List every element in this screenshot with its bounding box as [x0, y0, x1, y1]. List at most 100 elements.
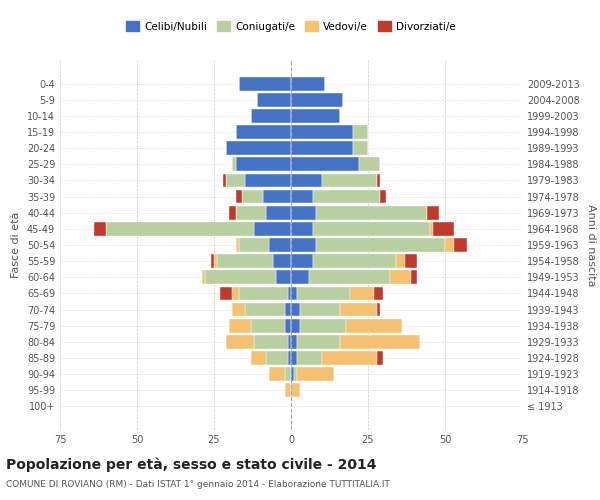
Bar: [297, 351, 322, 365]
Bar: [316, 206, 427, 220]
Bar: [214, 254, 217, 268]
Bar: [254, 335, 288, 348]
Bar: [322, 351, 377, 365]
Bar: [263, 190, 291, 203]
Bar: [377, 351, 383, 365]
Bar: [220, 286, 232, 300]
Bar: [291, 335, 297, 348]
Bar: [94, 222, 106, 235]
Bar: [445, 238, 454, 252]
Bar: [285, 367, 291, 381]
Bar: [288, 351, 291, 365]
Bar: [251, 351, 266, 365]
Bar: [291, 125, 353, 139]
Bar: [236, 125, 291, 139]
Bar: [285, 319, 291, 332]
Bar: [291, 254, 313, 268]
Bar: [291, 222, 313, 235]
Bar: [272, 254, 291, 268]
Bar: [430, 222, 433, 235]
Bar: [310, 270, 389, 284]
Bar: [291, 238, 316, 252]
Bar: [232, 286, 239, 300]
Bar: [266, 206, 291, 220]
Bar: [242, 190, 263, 203]
Bar: [226, 335, 254, 348]
Bar: [350, 286, 374, 300]
Bar: [288, 286, 291, 300]
Bar: [291, 109, 340, 123]
Bar: [313, 190, 380, 203]
Bar: [405, 254, 417, 268]
Bar: [297, 367, 334, 381]
Text: Popolazione per età, sesso e stato civile - 2014: Popolazione per età, sesso e stato civil…: [6, 458, 377, 472]
Bar: [291, 270, 310, 284]
Bar: [294, 367, 297, 381]
Bar: [340, 335, 421, 348]
Y-axis label: Fasce di età: Fasce di età: [11, 212, 21, 278]
Bar: [269, 367, 285, 381]
Legend: Celibi/Nubili, Coniugati/e, Vedovi/e, Divorziati/e: Celibi/Nubili, Coniugati/e, Vedovi/e, Di…: [122, 17, 460, 36]
Bar: [288, 335, 291, 348]
Bar: [316, 238, 445, 252]
Bar: [251, 319, 285, 332]
Bar: [291, 367, 294, 381]
Bar: [285, 302, 291, 316]
Bar: [297, 335, 340, 348]
Bar: [291, 93, 343, 106]
Bar: [396, 254, 405, 268]
Bar: [291, 158, 359, 171]
Bar: [236, 158, 291, 171]
Bar: [275, 270, 291, 284]
Bar: [454, 238, 467, 252]
Bar: [232, 302, 245, 316]
Bar: [245, 174, 291, 188]
Bar: [106, 222, 254, 235]
Bar: [229, 319, 251, 332]
Bar: [205, 270, 275, 284]
Bar: [353, 142, 368, 155]
Bar: [291, 286, 297, 300]
Bar: [291, 351, 297, 365]
Bar: [239, 77, 291, 90]
Bar: [359, 158, 380, 171]
Bar: [297, 286, 350, 300]
Text: COMUNE DI ROVIANO (RM) - Dati ISTAT 1° gennaio 2014 - Elaborazione TUTTITALIA.IT: COMUNE DI ROVIANO (RM) - Dati ISTAT 1° g…: [6, 480, 390, 489]
Bar: [226, 142, 291, 155]
Bar: [245, 302, 285, 316]
Bar: [251, 109, 291, 123]
Bar: [257, 93, 291, 106]
Bar: [291, 77, 325, 90]
Bar: [433, 222, 454, 235]
Bar: [202, 270, 205, 284]
Bar: [291, 190, 313, 203]
Bar: [377, 302, 380, 316]
Y-axis label: Anni di nascita: Anni di nascita: [586, 204, 596, 286]
Bar: [291, 206, 316, 220]
Bar: [232, 158, 236, 171]
Bar: [340, 302, 377, 316]
Bar: [236, 238, 239, 252]
Bar: [291, 174, 322, 188]
Bar: [322, 174, 377, 188]
Bar: [313, 222, 430, 235]
Bar: [291, 302, 300, 316]
Bar: [291, 142, 353, 155]
Bar: [254, 222, 291, 235]
Bar: [346, 319, 402, 332]
Bar: [300, 319, 346, 332]
Bar: [389, 270, 411, 284]
Bar: [236, 206, 266, 220]
Bar: [377, 174, 380, 188]
Bar: [239, 286, 288, 300]
Bar: [211, 254, 214, 268]
Bar: [313, 254, 396, 268]
Bar: [300, 302, 340, 316]
Bar: [226, 174, 245, 188]
Bar: [380, 190, 386, 203]
Bar: [223, 174, 226, 188]
Bar: [427, 206, 439, 220]
Bar: [411, 270, 417, 284]
Bar: [291, 384, 300, 397]
Bar: [374, 286, 383, 300]
